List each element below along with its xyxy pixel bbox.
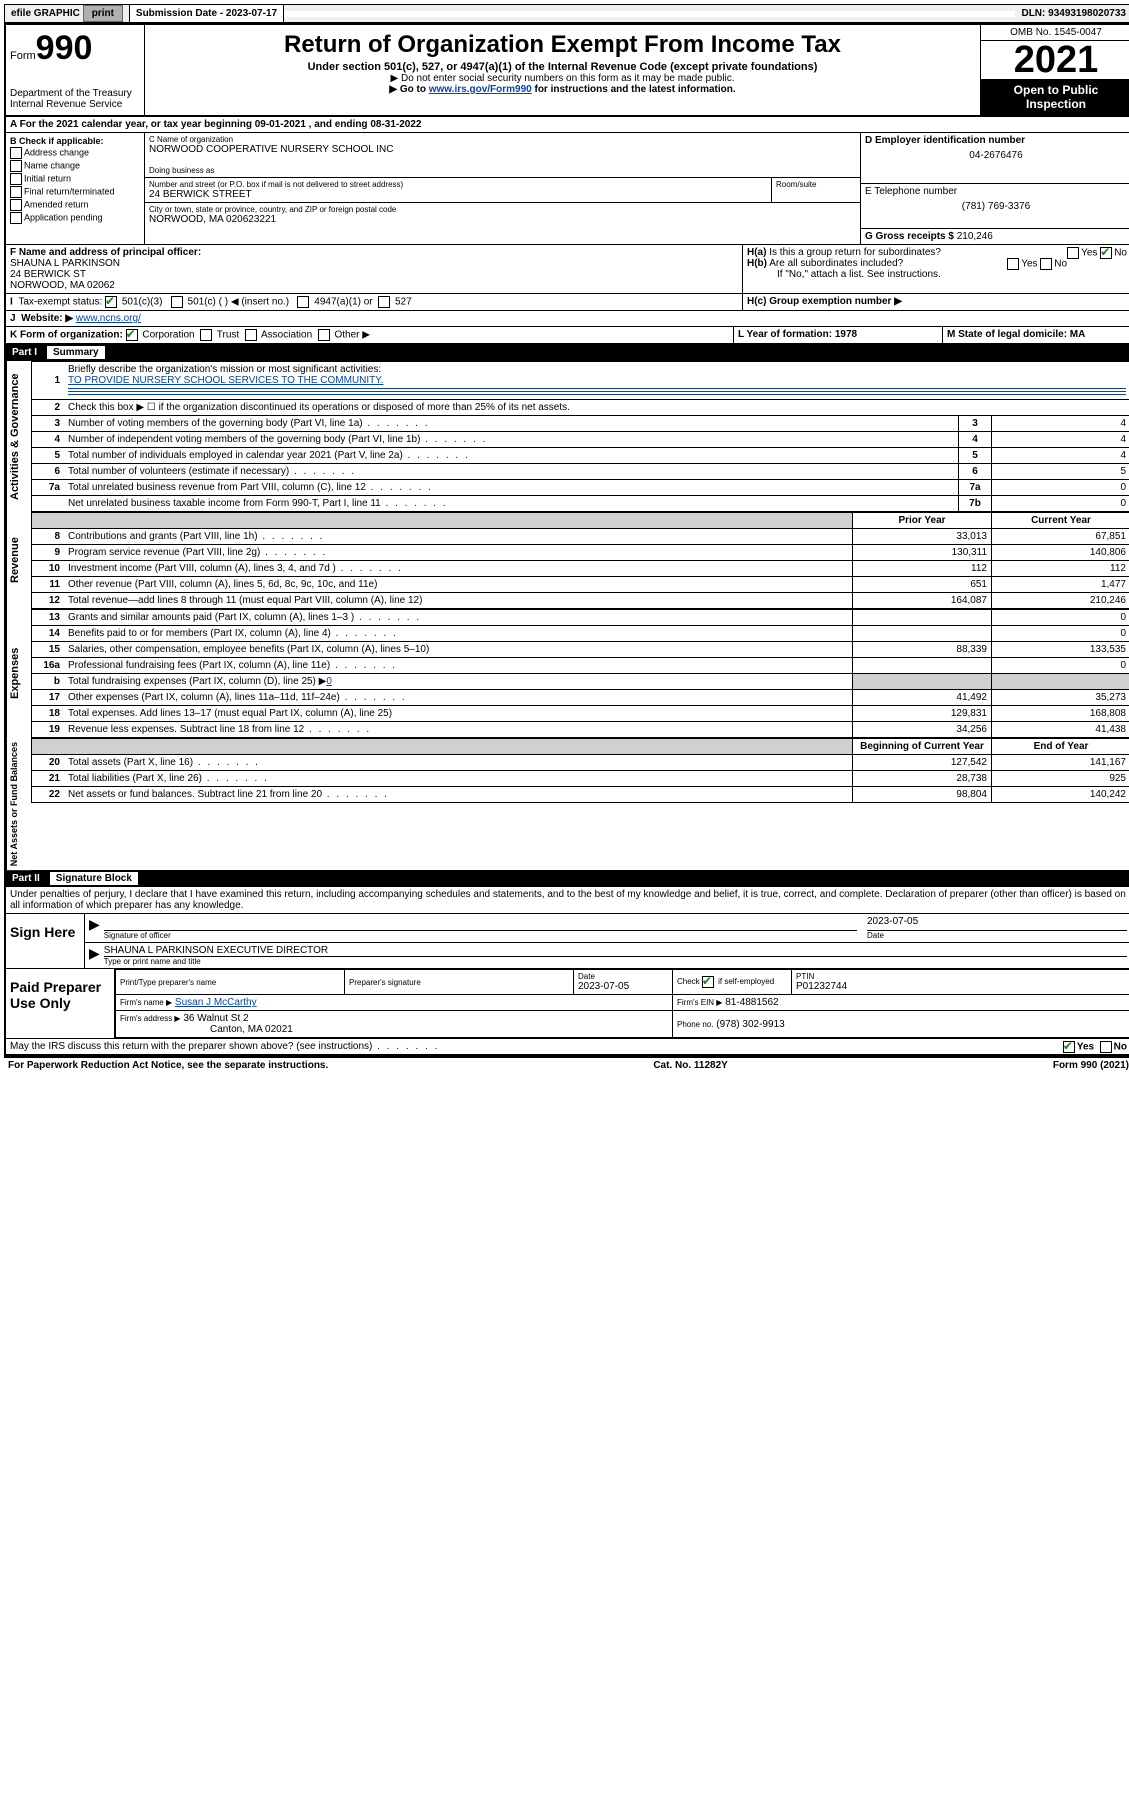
note-ssn: ▶ Do not enter social security numbers o… [155, 73, 970, 84]
netassets-table: Beginning of Current YearEnd of Year 20T… [31, 738, 1129, 803]
line-a: A For the 2021 calendar year, or tax yea… [6, 117, 1129, 133]
print-button[interactable]: print [83, 5, 123, 22]
website-link[interactable]: www.ncns.org/ [76, 313, 141, 324]
paid-preparer-section: Paid Preparer Use Only Print/Type prepar… [6, 968, 1129, 1039]
org-address: 24 BERWICK STREET [149, 189, 767, 200]
footer: For Paperwork Reduction Act Notice, see … [4, 1056, 1129, 1073]
firm-name: Susan J McCarthy [175, 997, 257, 1008]
vert-governance: Activities & Governance [6, 361, 31, 512]
form-title: Return of Organization Exempt From Incom… [155, 31, 970, 59]
part2-header: Part II Signature Block [6, 870, 1129, 887]
section-b: B Check if applicable: Address change Na… [6, 133, 145, 244]
vert-netassets: Net Assets or Fund Balances [6, 738, 31, 870]
org-form-row: K Form of organization: Corporation Trus… [6, 327, 1129, 344]
irs-link[interactable]: www.irs.gov/Form990 [429, 84, 532, 95]
hc-label: H(c) Group exemption number ▶ [743, 294, 1129, 310]
irs-discuss-row: May the IRS discuss this return with the… [6, 1039, 1129, 1054]
efile-label: efile GRAPHIC print [5, 5, 130, 22]
org-city: NORWOOD, MA 020623221 [149, 214, 856, 225]
form-number: Form990 [10, 29, 140, 68]
ha-question: H(a) Is this a group return for subordin… [747, 247, 1127, 258]
submission-date: Submission Date - 2023-07-17 [130, 5, 284, 22]
state-domicile: M State of legal domicile: MA [942, 327, 1129, 343]
top-bar: efile GRAPHIC print Submission Date - 20… [4, 4, 1129, 23]
tax-year: 2021 [981, 41, 1129, 79]
dln: DLN: 93493198020733 [1015, 5, 1129, 22]
open-public-badge: Open to Public Inspection [981, 79, 1129, 115]
ein: 04-2676476 [865, 150, 1127, 161]
form-subtitle: Under section 501(c), 527, or 4947(a)(1)… [155, 61, 970, 73]
form-header: Form990 Department of the Treasury Inter… [6, 25, 1129, 117]
revenue-table: Prior YearCurrent Year 8Contributions an… [31, 512, 1129, 609]
firm-phone: (978) 302-9913 [716, 1019, 784, 1030]
mission-text: TO PROVIDE NURSERY SCHOOL SERVICES TO TH… [68, 375, 383, 386]
hb-question: H(b) Are all subordinates included? Yes … [747, 258, 1127, 269]
ptin: P01232744 [796, 981, 1126, 992]
phone: (781) 769-3376 [865, 201, 1127, 212]
identity-block: B Check if applicable: Address change Na… [6, 133, 1129, 245]
tax-status-row: I Tax-exempt status: 501(c)(3) 501(c) ( … [6, 294, 1129, 311]
firm-ein: 81-4881562 [725, 997, 778, 1008]
expenses-table: 13Grants and similar amounts paid (Part … [31, 609, 1129, 738]
dept-treasury: Department of the Treasury [10, 88, 140, 99]
perjury-declaration: Under penalties of perjury, I declare th… [6, 887, 1129, 913]
year-formation: L Year of formation: 1978 [733, 327, 942, 343]
governance-table: 1 Briefly describe the organization's mi… [31, 361, 1129, 512]
vert-revenue: Revenue [6, 512, 31, 609]
section-d-e-g: D Employer identification number 04-2676… [860, 133, 1129, 244]
gross-receipts: 210,246 [957, 231, 993, 242]
irs-label: Internal Revenue Service [10, 99, 140, 110]
officer-name-title: SHAUNA L PARKINSON EXECUTIVE DIRECTOR [104, 945, 1127, 957]
sign-date: 2023-07-05 [867, 916, 1127, 931]
website-row: J Website: ▶ www.ncns.org/ [6, 311, 1129, 327]
officer-block: F Name and address of principal officer:… [6, 245, 1129, 294]
sign-here-section: Sign Here ▶ Signature of officer 2023-07… [6, 913, 1129, 968]
part1-header: Part I Summary [6, 344, 1129, 361]
section-c: C Name of organization NORWOOD COOPERATI… [145, 133, 860, 244]
officer-name: SHAUNA L PARKINSON [10, 258, 738, 269]
note-link: ▶ Go to www.irs.gov/Form990 for instruct… [155, 84, 970, 95]
org-name: NORWOOD COOPERATIVE NURSERY SCHOOL INC [149, 144, 856, 155]
vert-expenses: Expenses [6, 609, 31, 738]
